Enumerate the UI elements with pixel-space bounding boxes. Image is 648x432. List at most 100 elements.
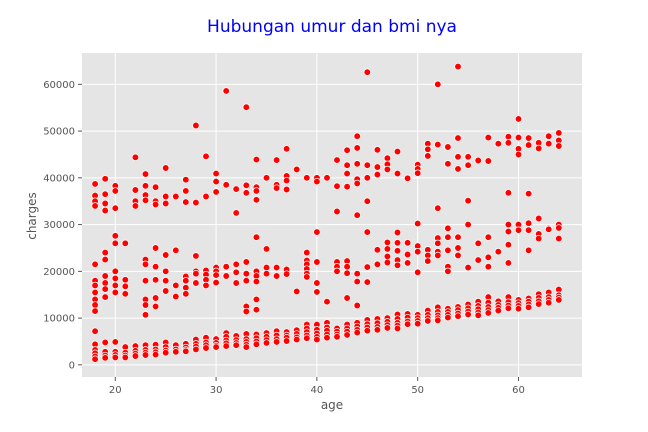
data-point xyxy=(474,156,482,165)
data-point xyxy=(212,343,220,351)
data-point xyxy=(162,277,170,285)
data-point xyxy=(222,263,230,271)
data-point xyxy=(444,160,452,168)
data-point xyxy=(91,307,99,315)
data-point xyxy=(504,259,513,267)
data-point xyxy=(101,199,109,208)
data-point xyxy=(555,234,563,243)
data-point xyxy=(454,233,462,241)
data-point xyxy=(131,153,140,161)
data-point xyxy=(162,251,170,259)
data-point xyxy=(313,279,321,287)
y-tick-label: 20000 xyxy=(43,267,75,278)
data-point xyxy=(242,181,250,189)
data-point xyxy=(535,300,543,308)
plot-area xyxy=(82,53,582,377)
data-point xyxy=(373,260,382,268)
data-point xyxy=(403,259,412,267)
data-point xyxy=(414,248,422,256)
data-point xyxy=(464,310,472,319)
data-point xyxy=(91,180,99,188)
data-point xyxy=(393,324,402,333)
data-point xyxy=(504,220,513,229)
data-point xyxy=(383,258,392,267)
data-point xyxy=(182,176,190,184)
data-point xyxy=(323,174,331,182)
x-tick-label: 30 xyxy=(210,385,223,396)
data-point xyxy=(172,348,180,356)
data-point xyxy=(494,140,502,148)
data-point xyxy=(383,154,392,162)
data-point xyxy=(121,353,129,362)
data-point xyxy=(333,182,341,190)
x-axis-label: age xyxy=(321,398,343,412)
data-point xyxy=(393,147,402,156)
data-point xyxy=(101,190,109,198)
data-point xyxy=(353,270,361,278)
data-point xyxy=(504,139,513,147)
data-point xyxy=(101,272,109,280)
data-point xyxy=(91,288,99,297)
data-point xyxy=(504,227,513,236)
chart-title: Hubungan umur dan bmi nya xyxy=(207,17,457,37)
data-point xyxy=(272,263,281,272)
data-point xyxy=(101,338,109,347)
data-point xyxy=(393,228,402,237)
data-point xyxy=(454,251,462,260)
data-point xyxy=(91,301,99,309)
data-point xyxy=(353,144,361,152)
data-point xyxy=(545,299,553,307)
data-point xyxy=(454,244,462,252)
data-point xyxy=(484,157,492,165)
data-point xyxy=(141,311,150,319)
data-point xyxy=(545,140,553,148)
data-point xyxy=(162,192,170,201)
data-point xyxy=(464,153,472,161)
data-point xyxy=(151,350,160,359)
data-point xyxy=(514,150,523,159)
data-point xyxy=(202,344,210,352)
data-point xyxy=(151,302,160,311)
data-point xyxy=(343,331,351,339)
y-axis-label: charges xyxy=(25,192,39,240)
data-point xyxy=(242,270,250,278)
data-point xyxy=(182,277,190,285)
x-tick-label: 20 xyxy=(109,385,122,396)
data-point xyxy=(363,174,371,182)
data-point xyxy=(151,294,160,302)
data-point xyxy=(212,188,220,196)
data-point xyxy=(172,192,180,201)
data-point xyxy=(232,341,240,349)
data-point xyxy=(272,156,281,164)
data-point xyxy=(252,187,261,195)
data-point xyxy=(162,349,170,357)
data-point xyxy=(323,334,331,342)
data-point xyxy=(141,277,150,285)
data-point xyxy=(313,177,321,186)
data-point xyxy=(131,202,140,210)
data-point xyxy=(141,351,150,359)
data-point xyxy=(272,338,281,346)
data-point xyxy=(414,219,422,228)
data-point xyxy=(212,169,220,178)
data-point xyxy=(202,281,210,290)
data-point xyxy=(252,155,261,164)
data-point xyxy=(514,305,523,313)
data-point xyxy=(121,282,129,290)
data-point xyxy=(454,153,462,161)
data-point xyxy=(484,253,492,261)
data-point xyxy=(363,327,371,335)
data-point xyxy=(91,281,99,290)
data-point xyxy=(414,320,422,328)
data-point xyxy=(363,278,371,286)
x-tick-label: 60 xyxy=(512,385,525,396)
data-point xyxy=(444,267,452,275)
data-point xyxy=(303,334,311,342)
data-point xyxy=(111,353,119,362)
data-point xyxy=(91,260,99,268)
data-point xyxy=(504,241,513,249)
data-point xyxy=(424,257,432,265)
data-point xyxy=(464,197,472,205)
data-point xyxy=(202,152,210,160)
data-point xyxy=(454,312,462,320)
